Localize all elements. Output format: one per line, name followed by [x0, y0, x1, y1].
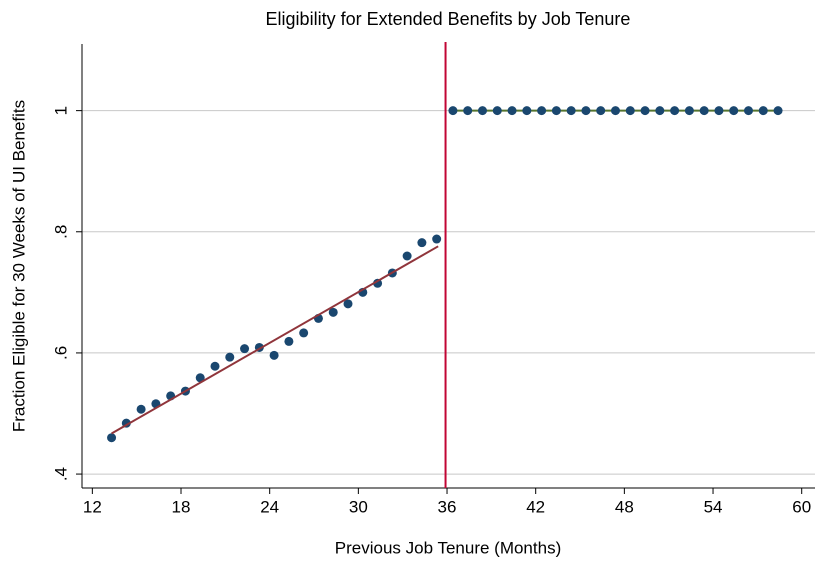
y-tick-label: .8 — [51, 225, 70, 239]
point — [402, 251, 412, 261]
point — [432, 234, 442, 244]
point — [640, 106, 650, 116]
y-tick-label: .4 — [51, 467, 70, 481]
point — [492, 106, 502, 116]
point — [284, 336, 294, 346]
point — [670, 106, 680, 116]
point — [522, 106, 532, 116]
x-tick-label: 12 — [83, 497, 102, 516]
x-axis-label: Previous Job Tenure (Months) — [335, 538, 561, 557]
point — [269, 350, 279, 360]
point — [195, 373, 205, 383]
point — [507, 106, 517, 116]
x-tick-label: 54 — [704, 497, 723, 516]
x-tick-label: 48 — [615, 497, 634, 516]
point — [684, 106, 694, 116]
x-tick-label: 30 — [349, 497, 368, 516]
point — [463, 106, 473, 116]
line — [111, 245, 439, 435]
point — [773, 106, 783, 116]
y-tick-label: .6 — [51, 346, 70, 360]
point — [225, 352, 235, 362]
point — [758, 106, 768, 116]
point — [299, 328, 309, 338]
point — [477, 106, 487, 116]
point — [210, 361, 220, 371]
point — [699, 106, 709, 116]
x-tick-label: 42 — [526, 497, 545, 516]
point — [566, 106, 576, 116]
x-tick-label: 60 — [792, 497, 811, 516]
y-tick-label: 1 — [51, 106, 70, 115]
point — [596, 106, 606, 116]
point — [240, 344, 250, 354]
point — [448, 106, 458, 116]
point — [625, 106, 635, 116]
x-tick-label: 36 — [438, 497, 457, 516]
chart-title: Eligibility for Extended Benefits by Job… — [266, 9, 631, 29]
y-axis-label: Fraction Eligible for 30 Weeks of UI Ben… — [9, 100, 28, 432]
point — [714, 106, 724, 116]
point — [417, 238, 427, 248]
point — [610, 106, 620, 116]
point — [729, 106, 739, 116]
point — [655, 106, 665, 116]
point — [328, 307, 338, 317]
point — [107, 433, 117, 443]
point — [743, 106, 753, 116]
point — [373, 278, 383, 288]
point — [343, 299, 353, 309]
point — [581, 106, 591, 116]
point — [136, 404, 146, 414]
point — [537, 106, 547, 116]
x-tick-label: 18 — [172, 497, 191, 516]
x-tick-label: 24 — [260, 497, 279, 516]
point — [551, 106, 561, 116]
